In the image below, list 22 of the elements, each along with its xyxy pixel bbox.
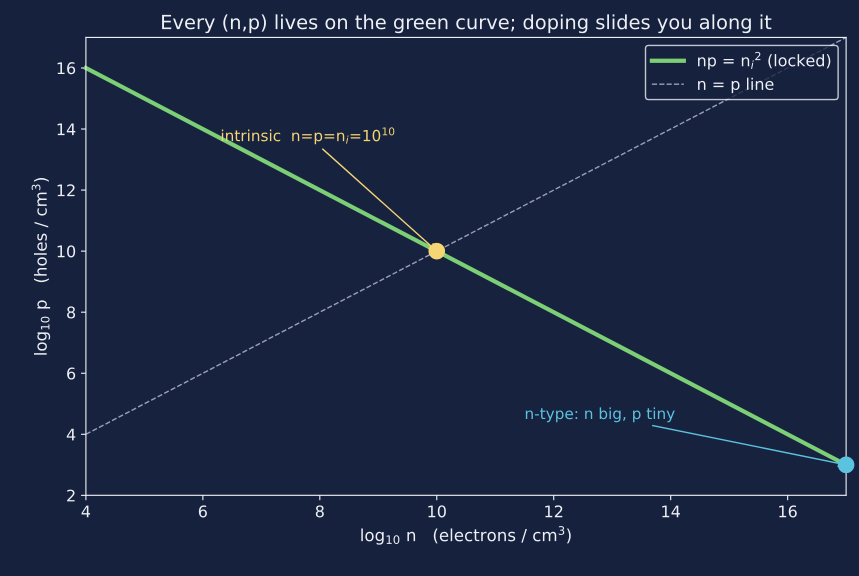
y-axis-title: log$_{10}$ p (holes / cm$^{3}$)	[32, 178, 50, 355]
y-tick-label: 16	[58, 62, 76, 74]
chart-title: Every (n,p) lives on the green curve; doping slides you along it	[162, 14, 772, 34]
x-tick-label: 4	[82, 506, 90, 518]
legend-label: n = p line	[698, 78, 774, 94]
y-tick-label: 8	[67, 306, 76, 318]
y-tick-label: 12	[58, 184, 75, 196]
x-axis-title: log$_{10}$ n (electrons / cm$^{3}$)	[361, 526, 571, 545]
y-tick-label: 4	[66, 428, 76, 440]
x-tick-label: 10	[428, 505, 446, 518]
annotation: n-type: n big, p tiny	[526, 407, 675, 422]
x-tick-label: 16	[779, 505, 797, 518]
x-tick-label: 14	[662, 506, 680, 518]
x-tick-label: 12	[545, 505, 562, 518]
annotation: intrinsic n=p=n$_{i}$=10$^{10}$	[222, 127, 394, 144]
y-tick-label: 2	[67, 490, 75, 502]
legend-label: np = n$_{i}$$^{2}$ (locked)	[698, 52, 830, 70]
y-tick-label: 14	[58, 123, 76, 136]
x-tick-label: 8	[316, 505, 324, 518]
y-tick-label: 6	[67, 367, 76, 380]
x-tick-label: 6	[198, 505, 207, 518]
y-tick-label: 10	[58, 245, 76, 258]
